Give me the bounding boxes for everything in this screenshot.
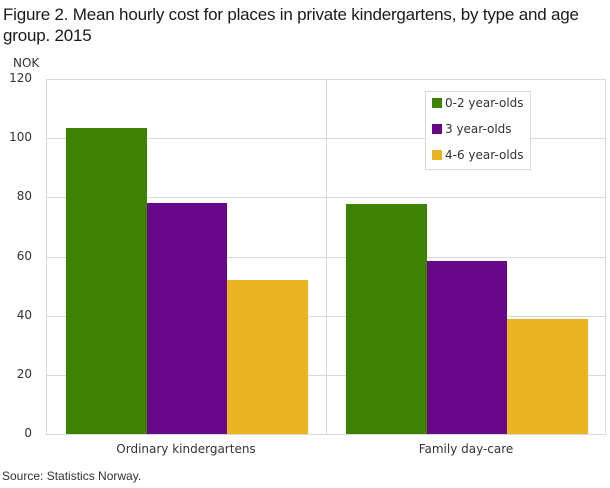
- y-tick-label: 20: [16, 366, 32, 381]
- y-tick-label: 60: [16, 248, 32, 263]
- legend-label: 0-2 year-olds: [445, 96, 524, 110]
- legend-label: 4-6 year-olds: [445, 148, 524, 162]
- bar-4-6-year-olds-1: [507, 319, 588, 434]
- bar-4-6-year-olds-0: [227, 279, 308, 434]
- category-divider: [326, 79, 327, 434]
- y-axis-unit: NOK: [13, 56, 40, 70]
- x-category-label: Family day-care: [418, 442, 514, 456]
- source-note: Source: Statistics Norway.: [2, 469, 142, 483]
- bar-3-year-olds-0: [146, 203, 227, 434]
- legend-label: 3 year-olds: [445, 122, 512, 136]
- bar-3-year-olds-1: [426, 260, 507, 434]
- x-category-label: Ordinary kindergartens: [116, 442, 256, 456]
- chart-title: Figure 2. Mean hourly cost for places in…: [3, 5, 579, 45]
- legend-swatch-icon: [432, 150, 442, 160]
- y-tick-label: 0: [24, 426, 32, 440]
- y-tick-label: 40: [16, 307, 32, 322]
- legend: 0-2 year-olds 3 year-olds 4-6 year-olds: [425, 91, 531, 170]
- category-divider: [605, 79, 606, 434]
- legend-swatch-icon: [432, 124, 442, 134]
- y-tick-label: 120: [9, 71, 32, 85]
- legend-item[interactable]: 4-6 year-olds: [432, 148, 524, 162]
- legend-item[interactable]: 3 year-olds: [432, 122, 512, 136]
- y-tick-label: 80: [16, 189, 32, 204]
- y-tick-label: 100: [9, 130, 32, 145]
- bar-0-2-year-olds-1: [346, 204, 427, 434]
- category-divider: [46, 79, 47, 434]
- gridline: [46, 434, 606, 435]
- bar-0-2-year-olds-0: [66, 127, 147, 434]
- legend-swatch-icon: [432, 98, 442, 108]
- legend-item[interactable]: 0-2 year-olds: [432, 96, 524, 110]
- plot-area: [46, 79, 606, 435]
